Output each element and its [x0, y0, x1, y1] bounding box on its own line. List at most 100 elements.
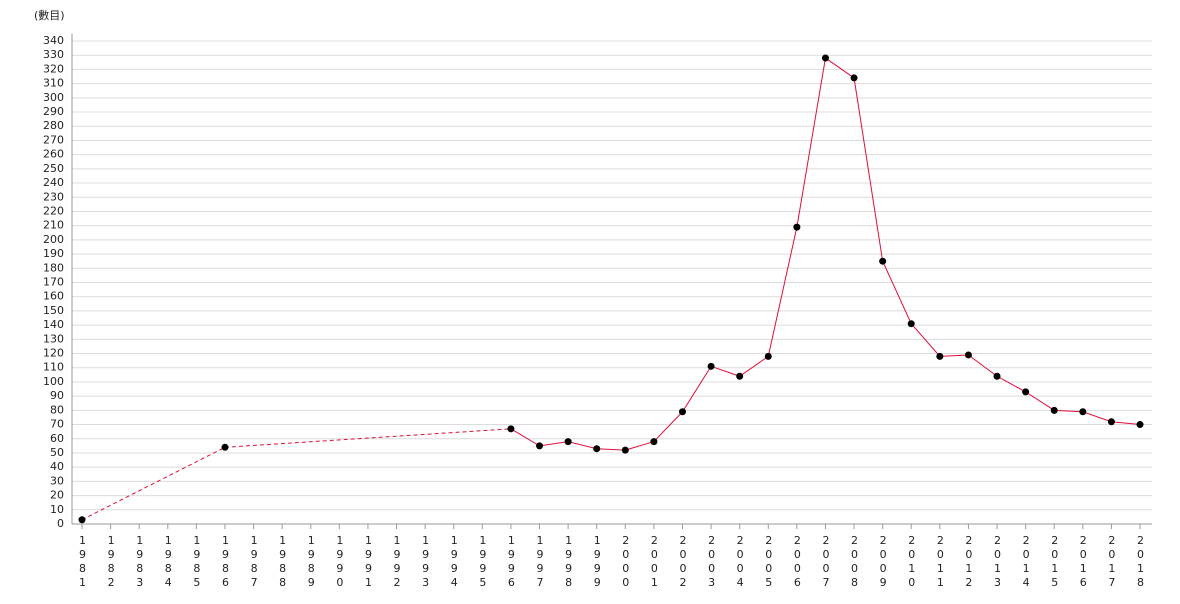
x-tick-label: 1998: [562, 534, 575, 590]
data-point: [621, 446, 629, 454]
x-tick-label: 2005: [762, 534, 775, 590]
gap-connector: [81, 446, 226, 521]
x-tick-label: 2018: [1134, 534, 1147, 590]
data-point: [221, 443, 229, 451]
x-tick-label: 2011: [934, 534, 947, 590]
y-tick-label: 310: [43, 77, 64, 90]
x-tick-label: 1985: [190, 534, 203, 590]
x-tick-label: 2002: [676, 534, 689, 590]
x-tick-label: 1997: [534, 534, 547, 590]
y-tick-label: 160: [43, 290, 64, 303]
data-point: [564, 438, 572, 446]
y-tick-label: 20: [50, 489, 64, 502]
data-point: [1136, 421, 1144, 429]
x-tick-label: 1993: [419, 534, 432, 590]
y-tick-label: 140: [43, 318, 64, 331]
x-tick-label: 1991: [362, 534, 375, 590]
data-point: [907, 320, 915, 328]
y-tick-label: 290: [43, 105, 64, 118]
x-tick-label: 2006: [791, 534, 804, 590]
data-point: [736, 372, 744, 380]
x-tick-label: 2013: [991, 534, 1004, 590]
y-tick-label: 340: [43, 34, 64, 47]
x-tick-label: 2014: [1020, 534, 1033, 590]
data-point: [993, 372, 1001, 380]
x-tick-label: 2000: [619, 534, 632, 590]
data-point: [507, 425, 515, 433]
y-tick-label: 220: [43, 204, 64, 217]
data-point: [650, 438, 658, 446]
data-point: [1022, 388, 1030, 396]
data-point: [821, 54, 829, 62]
y-tick-label: 320: [43, 62, 64, 75]
x-tick-label: 1996: [505, 534, 518, 590]
x-tick-label: 2003: [705, 534, 718, 590]
y-tick-label: 60: [50, 432, 64, 445]
data-point: [1107, 418, 1115, 426]
y-tick-label: 170: [43, 276, 64, 289]
x-tick-label: 2004: [734, 534, 747, 590]
x-tick-label: 1992: [391, 534, 404, 590]
x-tick-label: 1982: [105, 534, 118, 590]
x-tick-label: 2007: [819, 534, 832, 590]
y-tick-label: 300: [43, 91, 64, 104]
x-tick-label: 1987: [248, 534, 261, 590]
y-tick-label: 70: [50, 418, 64, 431]
y-tick-label: 30: [50, 474, 64, 487]
y-tick-label: 200: [43, 233, 64, 246]
data-point: [593, 445, 601, 453]
y-tick-label: 230: [43, 190, 64, 203]
y-tick-label: 250: [43, 162, 64, 175]
data-point: [793, 223, 801, 231]
data-point: [964, 351, 972, 359]
y-tick-label: 40: [50, 460, 64, 473]
x-tick-label: 2016: [1077, 534, 1090, 590]
y-tick-label: 280: [43, 119, 64, 132]
y-tick-label: 240: [43, 176, 64, 189]
x-tick-label: 1990: [333, 534, 346, 590]
y-tick-label: 150: [43, 304, 64, 317]
data-point: [1079, 408, 1087, 416]
y-tick-label: 80: [50, 403, 64, 416]
data-point: [536, 442, 544, 450]
x-tick-label: 1994: [448, 534, 461, 590]
x-tick-label: 2010: [905, 534, 918, 590]
y-tick-label: 130: [43, 332, 64, 345]
y-tick-label: 10: [50, 503, 64, 516]
y-tick-label: 100: [43, 375, 64, 388]
x-tick-label: 1995: [476, 534, 489, 590]
x-tick-label: 1988: [276, 534, 289, 590]
y-tick-label: 190: [43, 247, 64, 260]
x-tick-label: 2001: [648, 534, 661, 590]
y-tick-label: 330: [43, 48, 64, 61]
x-tick-label: 1981: [76, 534, 89, 590]
data-point: [1050, 406, 1058, 414]
y-tick-label: 180: [43, 261, 64, 274]
data-point: [850, 74, 858, 82]
y-tick-label: 110: [43, 361, 64, 374]
y-tick-label: 0: [57, 517, 64, 530]
y-tick-label: 50: [50, 446, 64, 459]
data-point: [879, 257, 887, 265]
x-tick-label: 2009: [877, 534, 890, 590]
data-point: [78, 516, 86, 524]
y-tick-label: 120: [43, 347, 64, 360]
x-tick-label: 1984: [162, 534, 175, 590]
data-point: [936, 352, 944, 360]
data-point: [707, 362, 715, 370]
data-point: [764, 352, 772, 360]
data-point: [678, 408, 686, 416]
y-tick-label: 270: [43, 133, 64, 146]
x-tick-label: 2015: [1048, 534, 1061, 590]
x-tick-label: 2008: [848, 534, 861, 590]
x-tick-label: 1983: [133, 534, 146, 590]
gap-connector: [224, 428, 511, 448]
x-tick-label: 1986: [219, 534, 232, 590]
x-tick-label: 2017: [1105, 534, 1118, 590]
x-tick-label: 1999: [591, 534, 604, 590]
y-axis-label: (數目): [34, 9, 65, 22]
y-tick-label: 90: [50, 389, 64, 402]
x-tick-label: 2012: [962, 534, 975, 590]
x-tick-label: 1989: [305, 534, 318, 590]
